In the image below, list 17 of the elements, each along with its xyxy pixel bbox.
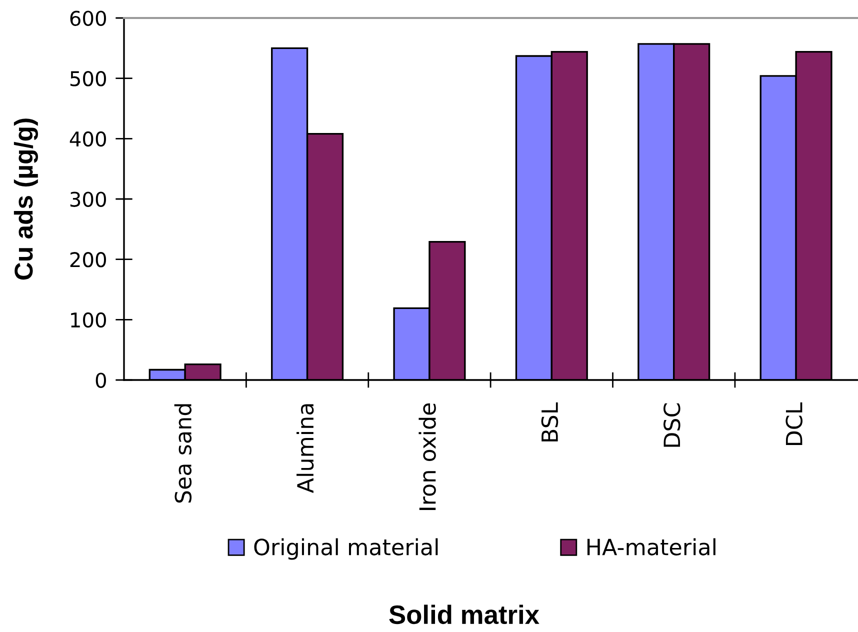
x-axis-title: Solid matrix <box>389 604 540 624</box>
legend-label: Original material <box>254 538 438 560</box>
legend-label: HA-material <box>587 538 716 556</box>
y-tick-label: 300 <box>70 192 106 207</box>
y-axis-title: Cu ads (µg/g) <box>14 118 38 280</box>
x-tick-label: DSC <box>663 403 680 447</box>
y-tick-label: 600 <box>70 10 106 26</box>
y-tick-label: 100 <box>71 312 106 328</box>
x-tick-label: DCL <box>786 402 802 446</box>
y-tick-label: 400 <box>70 131 106 147</box>
x-tick-label: Iron oxide <box>418 403 436 510</box>
y-tick-label: 500 <box>70 71 106 86</box>
y-tick-label: 200 <box>70 252 106 268</box>
y-tick-label: 0 <box>96 372 106 388</box>
x-tick-label: BSL <box>541 402 558 442</box>
x-tick-label: Sea sand <box>174 404 192 503</box>
x-tick-label: Alumina <box>296 404 314 494</box>
